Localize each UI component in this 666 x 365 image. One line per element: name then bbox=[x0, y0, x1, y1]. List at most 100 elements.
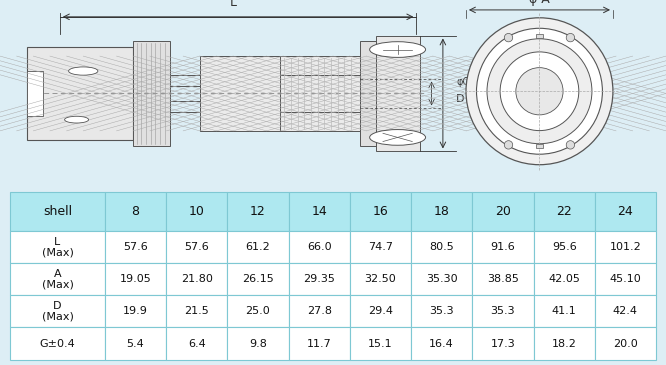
Text: D
(Max): D (Max) bbox=[41, 301, 73, 322]
Bar bbox=[376, 35, 420, 151]
Bar bbox=[411, 327, 472, 360]
Bar bbox=[166, 327, 227, 360]
Text: 27.8: 27.8 bbox=[307, 306, 332, 316]
Text: 10: 10 bbox=[189, 205, 204, 218]
Text: 19.9: 19.9 bbox=[123, 306, 148, 316]
Bar bbox=[288, 263, 350, 295]
Bar bbox=[533, 192, 595, 231]
Text: 9.8: 9.8 bbox=[249, 339, 267, 349]
Text: 61.2: 61.2 bbox=[246, 242, 270, 252]
Text: 24: 24 bbox=[617, 205, 633, 218]
Bar bbox=[411, 263, 472, 295]
Text: shell: shell bbox=[43, 205, 72, 218]
Circle shape bbox=[504, 34, 513, 42]
Text: 19.05: 19.05 bbox=[120, 274, 151, 284]
Bar bbox=[105, 231, 166, 263]
Bar bbox=[350, 231, 411, 263]
Text: 42.05: 42.05 bbox=[548, 274, 580, 284]
Text: φG: φG bbox=[456, 77, 470, 87]
Bar bbox=[411, 231, 472, 263]
Text: 57.6: 57.6 bbox=[184, 242, 209, 252]
Circle shape bbox=[370, 42, 426, 57]
Bar bbox=[227, 327, 288, 360]
Text: 11.7: 11.7 bbox=[307, 339, 332, 349]
Text: 18.2: 18.2 bbox=[551, 339, 577, 349]
Text: 101.2: 101.2 bbox=[609, 242, 641, 252]
Text: 45.10: 45.10 bbox=[609, 274, 641, 284]
Bar bbox=[288, 192, 350, 231]
Text: 29.4: 29.4 bbox=[368, 306, 393, 316]
Text: 35.3: 35.3 bbox=[430, 306, 454, 316]
Text: 38.85: 38.85 bbox=[487, 274, 519, 284]
Circle shape bbox=[504, 141, 513, 149]
Text: 35.30: 35.30 bbox=[426, 274, 458, 284]
Bar bbox=[133, 41, 170, 146]
Text: 29.35: 29.35 bbox=[303, 274, 335, 284]
Bar bbox=[595, 231, 656, 263]
Bar bbox=[166, 192, 227, 231]
Bar bbox=[105, 192, 166, 231]
Text: 16: 16 bbox=[372, 205, 388, 218]
Bar bbox=[350, 263, 411, 295]
Text: 5.4: 5.4 bbox=[127, 339, 145, 349]
Bar bbox=[10, 231, 105, 263]
Text: L
(Max): L (Max) bbox=[41, 237, 73, 257]
Bar bbox=[280, 56, 360, 131]
Circle shape bbox=[516, 68, 563, 115]
Text: 42.4: 42.4 bbox=[613, 306, 638, 316]
Bar bbox=[166, 263, 227, 295]
Circle shape bbox=[566, 34, 575, 42]
Bar bbox=[10, 295, 105, 327]
Bar bbox=[350, 192, 411, 231]
Bar bbox=[288, 295, 350, 327]
Bar bbox=[472, 192, 533, 231]
Bar bbox=[533, 327, 595, 360]
Text: 6.4: 6.4 bbox=[188, 339, 206, 349]
Text: 18: 18 bbox=[434, 205, 450, 218]
Bar bbox=[10, 263, 105, 295]
Bar bbox=[533, 263, 595, 295]
Bar bbox=[27, 47, 133, 140]
Text: 80.5: 80.5 bbox=[430, 242, 454, 252]
Bar bbox=[595, 327, 656, 360]
Text: 21.80: 21.80 bbox=[180, 274, 212, 284]
Text: G±0.4: G±0.4 bbox=[39, 339, 75, 349]
Text: 20: 20 bbox=[495, 205, 511, 218]
Bar bbox=[350, 327, 411, 360]
Text: D: D bbox=[456, 94, 465, 104]
Text: 25.0: 25.0 bbox=[246, 306, 270, 316]
Text: 16.4: 16.4 bbox=[430, 339, 454, 349]
Bar bbox=[472, 263, 533, 295]
Bar bbox=[411, 192, 472, 231]
Bar bbox=[227, 295, 288, 327]
Text: 8: 8 bbox=[131, 205, 139, 218]
Circle shape bbox=[500, 52, 579, 131]
Bar bbox=[350, 295, 411, 327]
Circle shape bbox=[370, 130, 426, 145]
Text: 32.50: 32.50 bbox=[364, 274, 396, 284]
Text: φ A: φ A bbox=[529, 0, 550, 6]
Text: 26.15: 26.15 bbox=[242, 274, 274, 284]
Text: 14: 14 bbox=[311, 205, 327, 218]
Text: 57.6: 57.6 bbox=[123, 242, 148, 252]
Circle shape bbox=[466, 18, 613, 165]
Bar bbox=[595, 263, 656, 295]
Text: L: L bbox=[230, 0, 236, 9]
Bar bbox=[472, 231, 533, 263]
Bar bbox=[360, 41, 376, 146]
Bar bbox=[533, 231, 595, 263]
Circle shape bbox=[566, 141, 575, 149]
Bar bbox=[227, 231, 288, 263]
Bar bbox=[166, 295, 227, 327]
Bar bbox=[288, 327, 350, 360]
Text: 20.0: 20.0 bbox=[613, 339, 638, 349]
Text: 22: 22 bbox=[556, 205, 572, 218]
Bar bbox=[200, 56, 280, 131]
Bar bbox=[227, 192, 288, 231]
Circle shape bbox=[487, 39, 592, 144]
Bar bbox=[472, 295, 533, 327]
Text: 12: 12 bbox=[250, 205, 266, 218]
Bar bbox=[227, 263, 288, 295]
Bar bbox=[105, 295, 166, 327]
Circle shape bbox=[69, 67, 98, 75]
